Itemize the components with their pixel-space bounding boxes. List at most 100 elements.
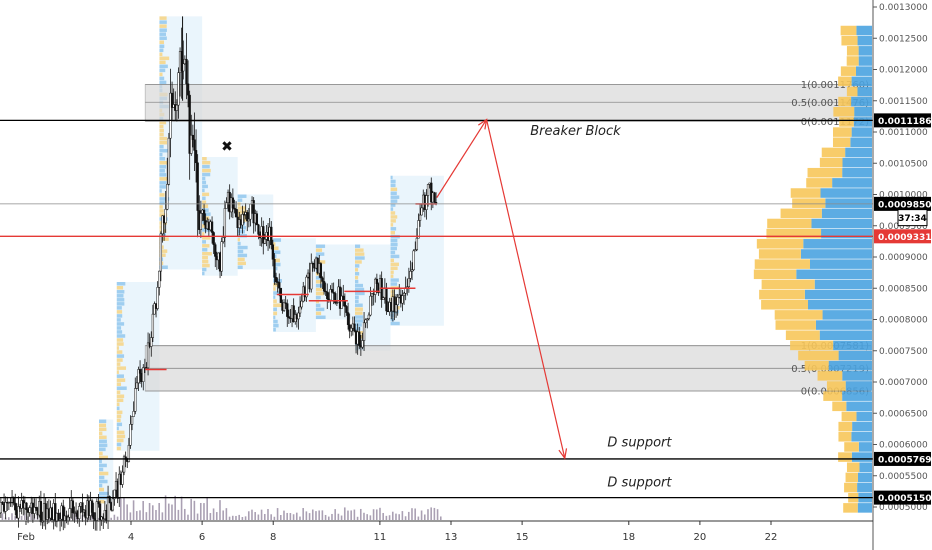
x-tick-label: 22 (765, 532, 778, 543)
volume-bar (178, 510, 180, 520)
session-profile-bar (391, 192, 397, 195)
volume-profile-buy-bar (841, 36, 857, 46)
session-profile-bar (355, 319, 363, 322)
volume-bar (187, 515, 189, 520)
fib-zone-upper[interactable] (145, 85, 871, 122)
candle-body (354, 324, 356, 331)
session-profile-bar (273, 238, 281, 242)
candle-body (427, 184, 429, 195)
session-profile-bar (202, 193, 209, 196)
volume-bar (389, 515, 391, 520)
candle-body (347, 313, 349, 325)
candle-body (331, 289, 333, 292)
candle-body (434, 193, 436, 203)
y-tick-label: 0.0006000 (879, 441, 928, 451)
volume-bar (421, 510, 423, 520)
volume-bar (8, 517, 10, 520)
y-axis-background (873, 0, 932, 550)
volume-bar (293, 514, 295, 520)
candle-body (133, 411, 135, 416)
volume-profile-sell-bar (852, 422, 872, 432)
session-profile-bar (99, 468, 103, 472)
volume-bar (235, 516, 237, 520)
session-profile-bar (355, 252, 364, 255)
session-profile-bar (117, 314, 122, 318)
session-profile-bar (117, 443, 121, 447)
session-profile-bar (391, 290, 395, 293)
candle-body (195, 150, 197, 162)
session-profile-bar (99, 488, 104, 492)
annotation-text[interactable]: D support (607, 435, 672, 450)
session-profile-bar (202, 165, 210, 168)
candle-body (344, 301, 346, 306)
volume-bar (152, 505, 154, 520)
annotation-text[interactable]: Breaker Block (530, 124, 621, 139)
session-profile-bar (355, 260, 362, 263)
session-profile-bar (117, 403, 120, 407)
volume-profile-buy-bar (790, 341, 833, 351)
y-tick-label: 0.0013000 (879, 3, 928, 13)
volume-bar (24, 514, 26, 520)
session-profile-bar (391, 267, 398, 270)
session-profile-bar (202, 272, 204, 275)
volume-profile-sell-bar (852, 77, 872, 87)
y-tick-label: 0.0007000 (879, 378, 928, 388)
volume-profile-buy-bar (757, 239, 803, 249)
x-tick-label: 13 (445, 532, 458, 543)
session-profile-bar (238, 266, 243, 269)
volume-bar (226, 508, 228, 520)
session-profile-bar (117, 350, 123, 354)
volume-bar (174, 496, 176, 520)
session-profile-bar (159, 77, 164, 81)
candle-body (194, 140, 196, 151)
session-profile-bar (117, 378, 125, 382)
volume-bar (395, 514, 397, 520)
session-profile-bar (99, 424, 106, 428)
annotation-text[interactable]: D support (607, 475, 672, 490)
session-profile-bar (117, 326, 121, 330)
session-profile-bar (159, 165, 166, 169)
volume-profile-buy-bar (791, 188, 821, 198)
y-axis[interactable]: 0.0013000 0.0012500 0.0012000 0.0011500 0.00… (873, 0, 932, 550)
candle-body (376, 279, 378, 284)
session-profile-bar (202, 268, 206, 271)
volume-profile-buy-bar (838, 452, 852, 462)
volume-bar (370, 515, 372, 520)
volume-bar (347, 511, 349, 520)
session-profile-bar (355, 272, 359, 275)
volume-bar (274, 517, 276, 520)
volume-profile-sell-bar (821, 229, 872, 239)
candle-body (221, 242, 223, 271)
candle-body (419, 215, 421, 220)
session-profile-bar (99, 484, 102, 488)
candle-body (224, 208, 226, 237)
session-profile-bar (117, 362, 121, 366)
x-tick-label: 11 (374, 532, 387, 543)
volume-profile-buy-bar (844, 442, 859, 452)
x-tick-label: 4 (128, 532, 134, 543)
volume-bar (158, 503, 160, 520)
candle-body (139, 369, 141, 373)
volume-profile-sell-bar (816, 320, 872, 330)
session-profile-bar (316, 292, 324, 295)
session-profile-bar (159, 28, 166, 32)
volume-profile-buy-bar (832, 402, 846, 412)
candle-body (370, 296, 372, 315)
session-profile-bar (391, 263, 399, 266)
candle-body (158, 271, 160, 287)
volume-profile-buy-bar (776, 320, 816, 330)
candle-body (301, 301, 303, 307)
volume-profile-sell-bar (856, 66, 872, 76)
session-profile-bar (273, 303, 282, 307)
volume-profile-sell-bar (839, 351, 872, 361)
volume-bar (280, 515, 282, 520)
candle-body (130, 424, 132, 445)
volume-profile-buy-bar (841, 66, 856, 76)
session-profile-bar (238, 230, 245, 233)
y-tick-label: 0.0008500 (879, 284, 928, 294)
volume-profile-buy-bar (762, 280, 815, 290)
volume-profile-sell-bar (842, 371, 872, 381)
price-badge-label: 0.0005769 (878, 455, 932, 465)
session-profile-bar (355, 300, 359, 303)
